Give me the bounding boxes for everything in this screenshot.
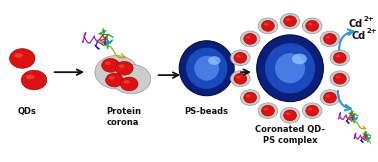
Ellipse shape [333,73,346,84]
Ellipse shape [258,18,278,34]
Ellipse shape [234,52,247,63]
Ellipse shape [236,76,241,78]
Ellipse shape [246,95,251,97]
Ellipse shape [112,64,151,94]
Ellipse shape [244,34,257,44]
Circle shape [257,35,324,102]
Ellipse shape [240,31,260,47]
Ellipse shape [105,62,111,65]
Ellipse shape [306,105,319,116]
Ellipse shape [286,18,290,21]
Circle shape [265,43,315,93]
Circle shape [275,53,305,83]
Ellipse shape [21,70,47,90]
Ellipse shape [234,73,247,84]
Ellipse shape [14,53,23,58]
Ellipse shape [333,52,346,63]
Ellipse shape [231,71,250,87]
Ellipse shape [326,95,330,97]
Text: PS-beads: PS-beads [185,107,229,116]
Ellipse shape [286,112,290,115]
Circle shape [186,48,227,89]
Ellipse shape [262,20,274,31]
Text: 2+: 2+ [367,28,377,34]
Circle shape [194,56,219,81]
Text: Coronated QD-
PS complex: Coronated QD- PS complex [255,125,325,145]
Ellipse shape [102,58,119,72]
Ellipse shape [326,36,330,39]
Ellipse shape [240,90,260,105]
Ellipse shape [95,56,138,89]
Ellipse shape [330,71,350,87]
Ellipse shape [280,107,300,123]
Ellipse shape [324,92,336,103]
Ellipse shape [336,76,340,78]
Text: Protein
corona: Protein corona [106,107,141,127]
Ellipse shape [236,55,241,58]
Ellipse shape [246,36,251,39]
Ellipse shape [264,108,268,110]
Text: Cd: Cd [349,19,363,29]
Circle shape [179,41,234,96]
Ellipse shape [208,56,220,65]
Ellipse shape [231,50,250,66]
Ellipse shape [258,103,278,119]
Ellipse shape [262,105,274,116]
Ellipse shape [324,34,336,44]
Ellipse shape [302,18,322,34]
Ellipse shape [336,55,340,58]
Ellipse shape [306,20,319,31]
Ellipse shape [124,80,130,84]
Text: Cd: Cd [352,31,366,41]
Ellipse shape [26,75,35,80]
Ellipse shape [308,23,313,26]
Text: QDs: QDs [18,107,37,116]
Ellipse shape [320,31,340,47]
Ellipse shape [320,90,340,105]
Ellipse shape [244,92,257,103]
Ellipse shape [284,16,296,27]
Ellipse shape [330,50,350,66]
Ellipse shape [302,103,322,119]
Ellipse shape [119,64,125,68]
Ellipse shape [115,61,133,75]
Ellipse shape [120,77,138,91]
Ellipse shape [106,73,123,87]
Ellipse shape [9,49,35,68]
Ellipse shape [109,76,115,80]
Text: 2+: 2+ [364,16,374,22]
Ellipse shape [308,108,313,110]
Ellipse shape [292,54,307,64]
Ellipse shape [284,110,296,121]
Ellipse shape [264,23,268,26]
Ellipse shape [280,13,300,29]
